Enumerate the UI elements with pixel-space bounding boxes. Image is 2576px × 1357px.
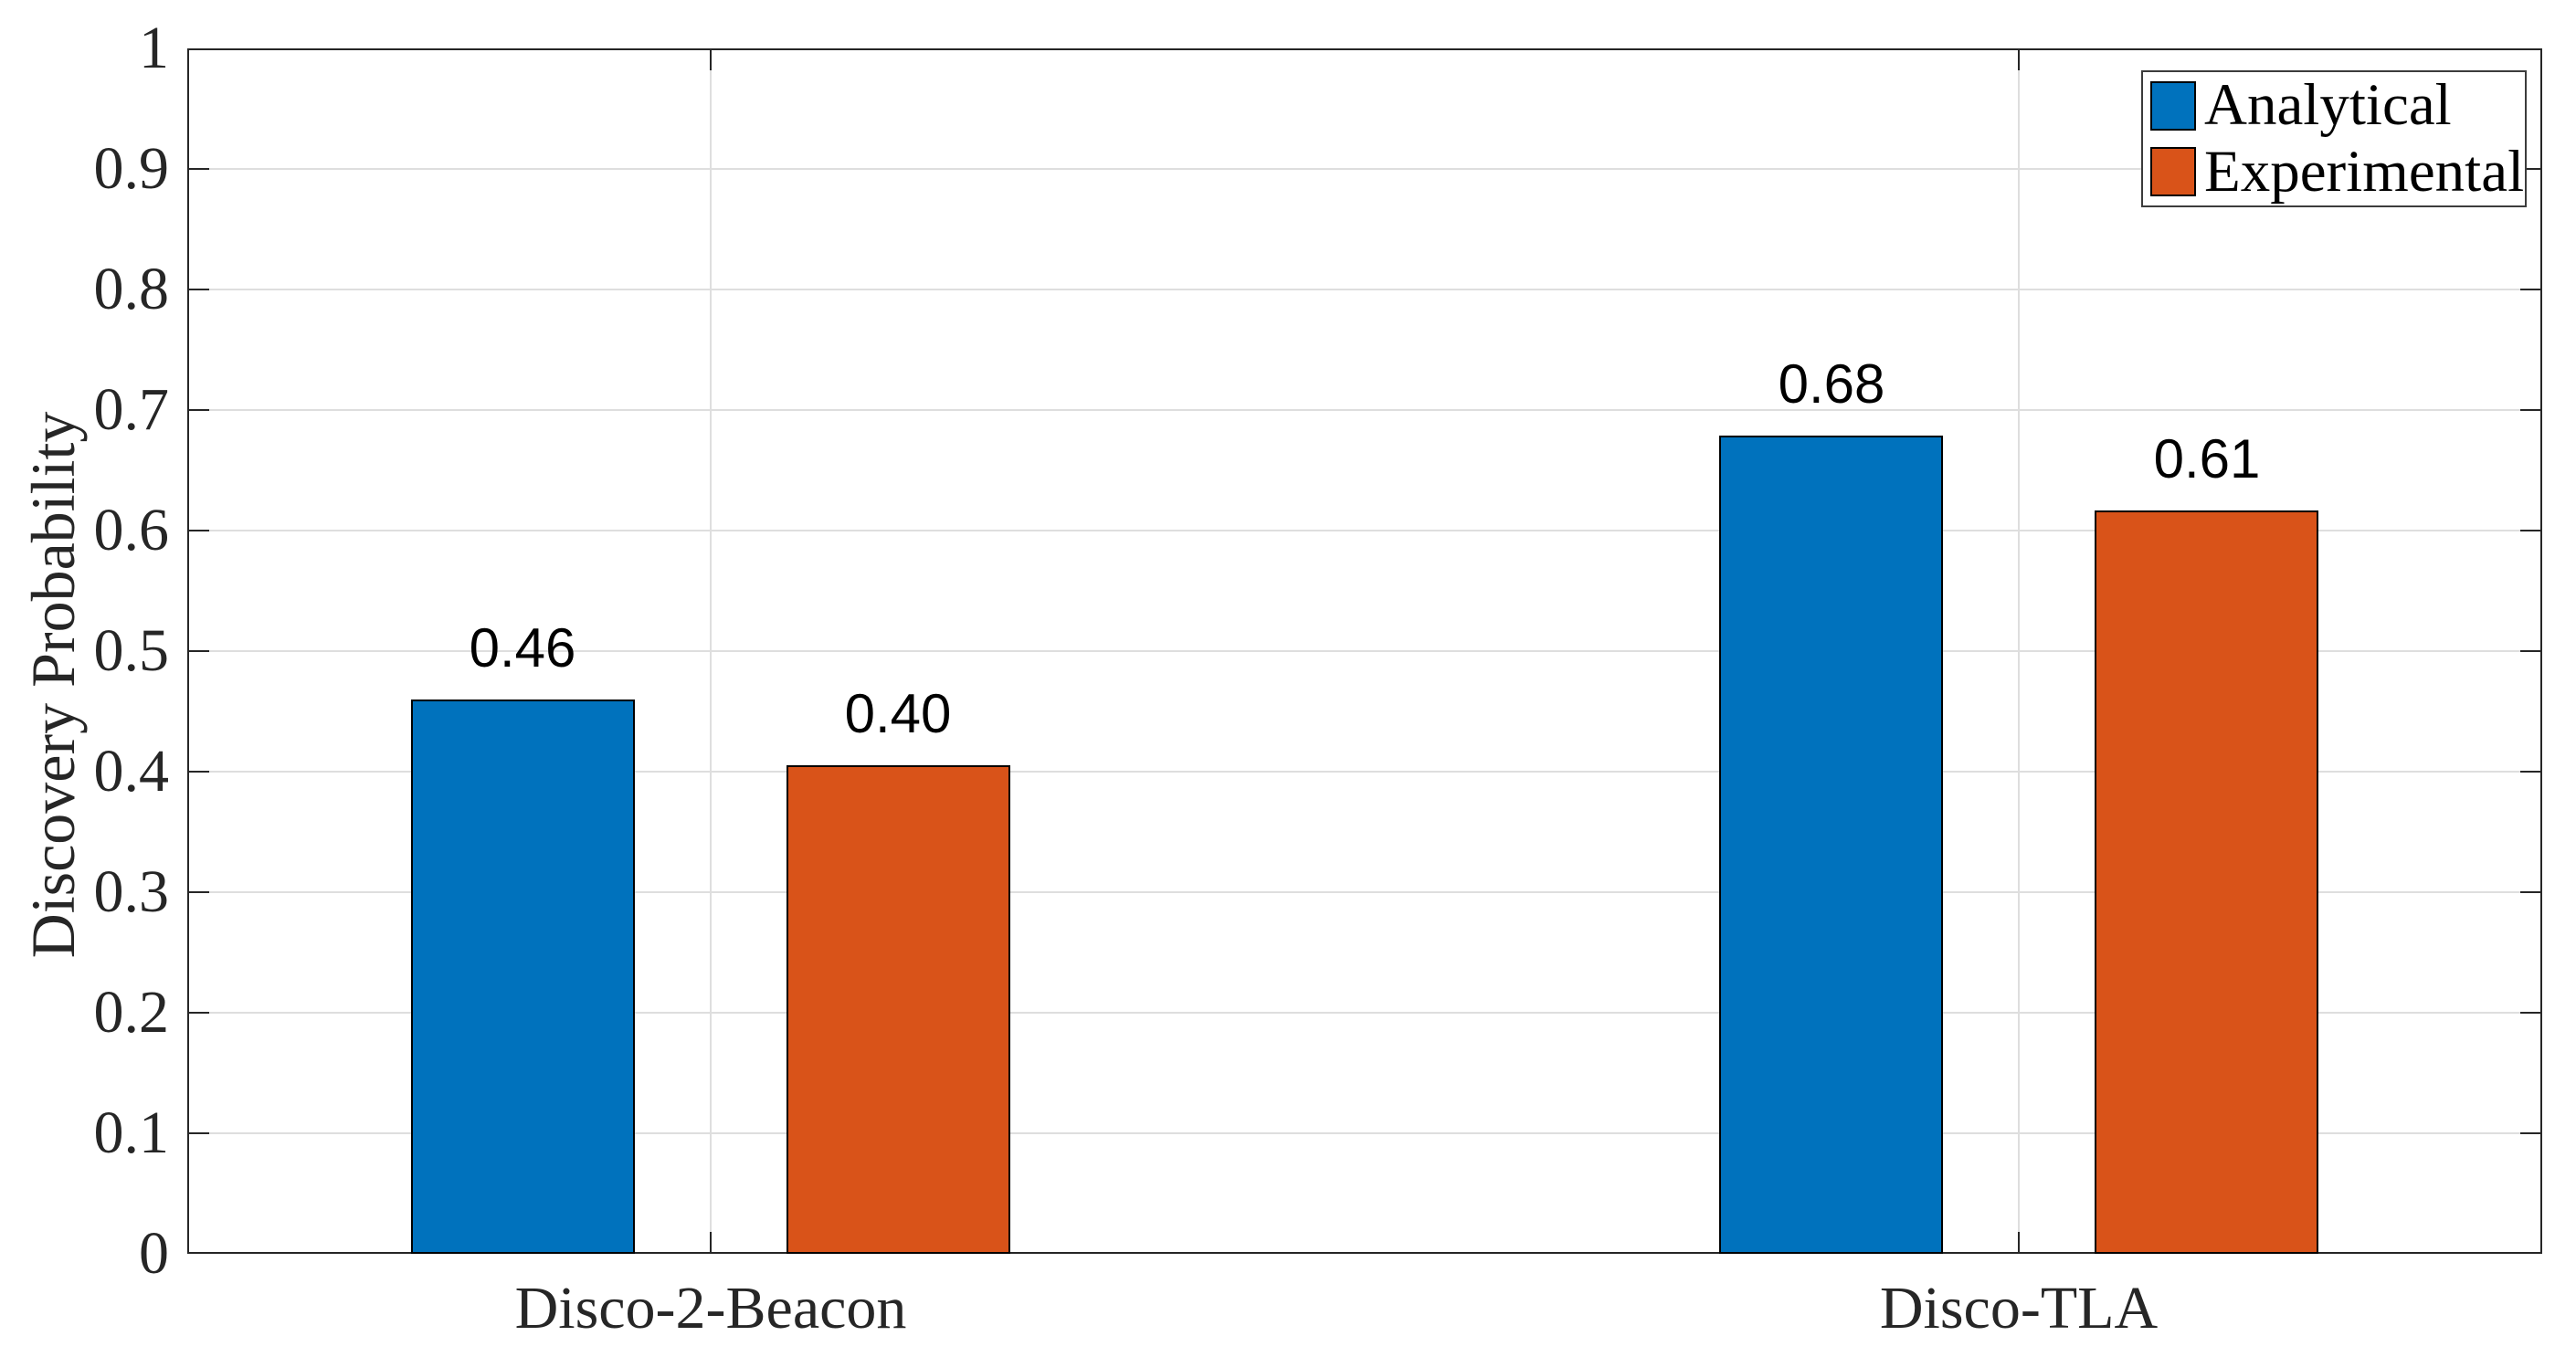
y-tick-label: 0.5 [93, 617, 170, 684]
y-tick-right [2520, 409, 2542, 411]
bar-analytical-disco-tla [1719, 436, 1943, 1254]
y-gridline [187, 530, 2542, 531]
y-tick-label: 0.3 [93, 858, 170, 925]
legend-swatch-experimental-icon [2150, 147, 2196, 197]
bar-value-label: 0.68 [1778, 353, 1885, 415]
y-tick-right [2520, 891, 2542, 893]
y-tick-left [187, 168, 209, 170]
y-tick-label: 0.6 [93, 497, 170, 563]
x-tick-top [710, 48, 712, 70]
legend: Analytical Experimental [2141, 70, 2527, 207]
y-tick-right [2520, 650, 2542, 652]
y-tick-right [2520, 530, 2542, 531]
y-gridline [187, 409, 2542, 411]
bar-analytical-disco-2-beacon [411, 700, 635, 1254]
x-tick-label-disco-tla: Disco-TLA [1879, 1275, 2159, 1341]
bar-value-label: 0.46 [469, 617, 576, 678]
y-tick-label: 1 [139, 15, 169, 81]
y-tick-right [2520, 1132, 2542, 1134]
y-tick-label: 0.8 [93, 256, 170, 322]
y-tick-right [2520, 289, 2542, 290]
x-tick-bottom [710, 1232, 712, 1254]
y-tick-right [2520, 168, 2542, 170]
legend-swatch-analytical-icon [2150, 80, 2196, 131]
bar-value-label: 0.40 [844, 683, 952, 744]
y-tick-left [187, 1132, 209, 1134]
x-tick-top [2018, 48, 2020, 70]
y-tick-label: 0.9 [93, 135, 170, 202]
y-gridline [187, 891, 2542, 893]
x-tick-bottom [2018, 1232, 2020, 1254]
y-tick-left [187, 530, 209, 531]
x-tick-label-disco-2-beacon: Disco-2-Beacon [514, 1275, 907, 1341]
y-tick-left [187, 409, 209, 411]
y-gridline [187, 1132, 2542, 1134]
y-tick-label: 0.2 [93, 979, 170, 1046]
bar-experimental-disco-tla [2095, 510, 2318, 1254]
y-tick-right [2520, 771, 2542, 773]
y-tick-left [187, 289, 209, 290]
y-tick-left [187, 650, 209, 652]
x-gridline [710, 48, 712, 1254]
x-gridline [2018, 48, 2020, 1254]
legend-label-experimental: Experimental [2204, 138, 2525, 205]
y-tick-right [2520, 1012, 2542, 1014]
y-tick-label: 0 [139, 1220, 169, 1287]
legend-label-analytical: Analytical [2204, 72, 2452, 139]
y-gridline [187, 771, 2542, 773]
y-tick-left [187, 891, 209, 893]
bar-value-label: 0.61 [2153, 428, 2261, 489]
y-tick-label: 0.1 [93, 1099, 170, 1166]
bar-experimental-disco-2-beacon [787, 765, 1010, 1254]
y-gridline [187, 168, 2542, 170]
y-tick-label: 0.4 [93, 738, 170, 805]
y-tick-left [187, 1012, 209, 1014]
y-tick-label: 0.7 [93, 376, 170, 443]
y-gridline [187, 289, 2542, 290]
legend-item-experimental: Experimental [2143, 139, 2525, 205]
y-gridline [187, 650, 2542, 652]
y-gridline [187, 1012, 2542, 1014]
legend-item-analytical: Analytical [2143, 73, 2525, 139]
y-tick-left [187, 771, 209, 773]
